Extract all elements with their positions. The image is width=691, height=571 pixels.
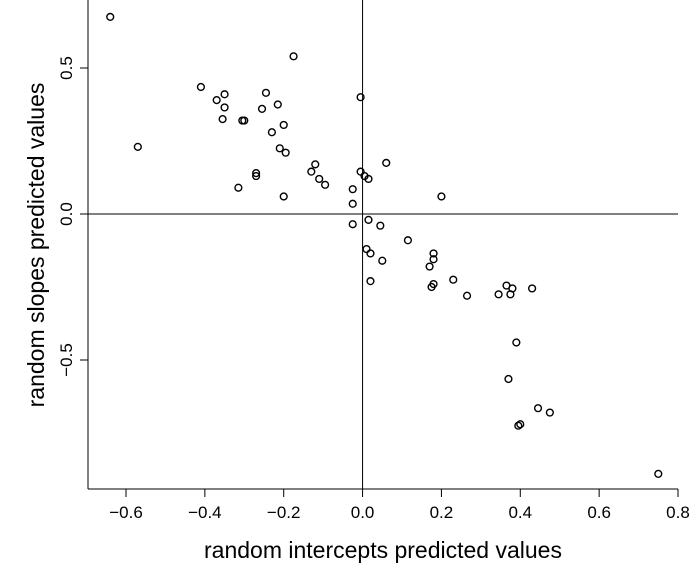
data-point [376, 221, 385, 230]
data-point [528, 284, 537, 293]
x-tick-label: −0.6 [109, 503, 143, 522]
data-point [378, 256, 387, 265]
data-point [403, 236, 413, 245]
data-point [133, 142, 142, 151]
data-point [261, 88, 271, 97]
data-point [348, 185, 357, 194]
data-point [545, 408, 554, 417]
y-tick-label: −0.5 [57, 343, 76, 377]
data-point [356, 93, 365, 102]
data-point [516, 420, 525, 429]
data-point [382, 158, 391, 168]
y-tick-label: 0.5 [57, 56, 76, 80]
data-point [362, 244, 371, 254]
y-tick-label: 0.0 [57, 202, 76, 226]
data-point [425, 262, 434, 271]
data-point [437, 192, 446, 201]
data-point [366, 277, 375, 286]
x-tick-label: 0.0 [351, 503, 375, 522]
data-point [252, 169, 261, 178]
data-point [321, 180, 330, 189]
data-point [366, 249, 375, 258]
data-point [512, 338, 521, 347]
data-point [279, 120, 288, 130]
data-point [429, 249, 438, 258]
data-point [364, 215, 373, 224]
data-point [514, 421, 523, 430]
data-point [494, 290, 503, 299]
data-point [275, 144, 284, 153]
y-axis-label: random slopes predicted values [23, 83, 49, 408]
x-tick-label: 0.4 [508, 503, 532, 522]
data-point [273, 100, 282, 109]
data-point [311, 160, 320, 169]
data-point [267, 128, 276, 137]
data-point [533, 404, 543, 413]
x-tick-label: 0.2 [430, 503, 454, 522]
data-point [504, 374, 513, 384]
data-points [106, 12, 663, 478]
data-point [234, 183, 243, 192]
data-point [257, 104, 267, 113]
data-point [106, 12, 115, 22]
axes: −0.6 −0.4 −0.2 0.0 0.2 0.4 0.6 0.8 −0.5 0.0 0.5 [57, 0, 690, 522]
data-point [307, 167, 316, 176]
data-point [196, 82, 206, 92]
data-point [220, 103, 229, 112]
data-point [429, 255, 438, 264]
data-point [654, 469, 663, 478]
data-point [281, 148, 290, 157]
x-tick-label: −0.4 [188, 503, 222, 522]
data-point [506, 290, 515, 299]
x-tick-label: 0.6 [587, 503, 611, 522]
x-tick-label: −0.2 [267, 503, 301, 522]
data-point [427, 282, 436, 292]
data-point [348, 220, 357, 229]
data-point [449, 275, 458, 284]
x-tick-label: 0.8 [666, 503, 690, 522]
data-point [218, 114, 227, 124]
data-point [462, 291, 472, 300]
data-point [220, 90, 229, 99]
data-point [315, 174, 324, 184]
data-point [289, 52, 298, 61]
reference-lines [88, 0, 678, 489]
data-point [240, 116, 249, 125]
data-point [348, 199, 357, 208]
x-axis-label: random intercepts predicted values [204, 537, 562, 563]
data-point [364, 174, 373, 184]
data-point [279, 192, 288, 201]
data-point [252, 171, 261, 181]
data-point [212, 96, 221, 105]
